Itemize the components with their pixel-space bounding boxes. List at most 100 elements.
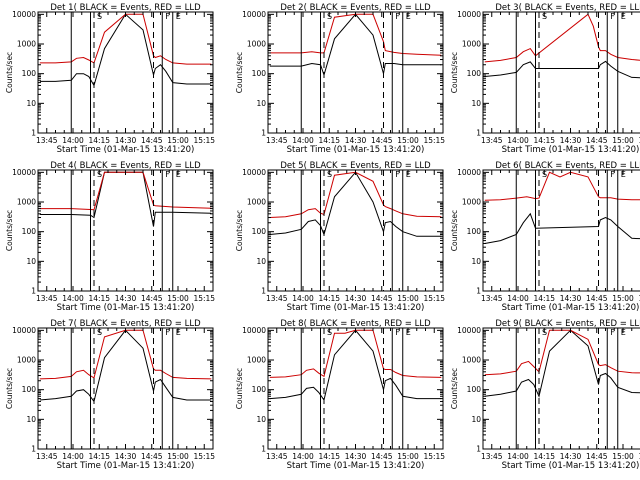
- x-tick-label: 14:30: [115, 136, 137, 145]
- series-line-lld: [269, 171, 442, 218]
- y-axis-label: Counts/sec: [450, 52, 459, 93]
- marker-glyph: F: [165, 328, 170, 337]
- x-tick-label: 14:45: [371, 294, 393, 303]
- x-tick-label: 15:00: [612, 136, 634, 145]
- y-tick-label: 10: [256, 99, 266, 108]
- series-line-lld: [39, 329, 212, 380]
- chart-panel: SFE11010010001000013:4514:0014:1514:3014…: [5, 161, 215, 313]
- chart-title: Det 7( BLACK = Events, RED = LLD: [50, 319, 201, 329]
- x-tick-label: 14:15: [88, 452, 110, 461]
- series-line-events: [269, 13, 442, 77]
- chart-panel: SFE11010010001000013:4514:0014:1514:3014…: [450, 3, 640, 155]
- y-tick-label: 1: [31, 287, 36, 296]
- series-line-events: [484, 212, 640, 244]
- x-tick-label: 13:45: [481, 452, 503, 461]
- chart-panel: SFE11010010001000013:4514:0014:1514:3014…: [235, 319, 445, 471]
- x-tick-label: 13:45: [266, 452, 288, 461]
- y-tick-label: 100: [22, 227, 37, 236]
- y-tick-label: 1000: [17, 40, 36, 49]
- y-tick-label: 100: [467, 69, 482, 78]
- y-tick-label: 10: [26, 257, 36, 266]
- y-tick-label: 1: [261, 129, 266, 138]
- x-tick-label: 15:00: [397, 452, 419, 461]
- y-axis-label: Counts/sec: [450, 210, 459, 251]
- y-axis-label: Counts/sec: [5, 52, 14, 93]
- x-tick-label: 14:00: [507, 452, 529, 461]
- chart-title: Det 5( BLACK = Events, RED = LLD: [280, 161, 431, 171]
- x-tick-label: 14:45: [141, 136, 163, 145]
- y-tick-label: 10000: [457, 326, 481, 335]
- y-axis-label: Counts/sec: [450, 368, 459, 409]
- plot-frame: [482, 169, 640, 292]
- series-line-events: [484, 329, 640, 398]
- series-line-events: [484, 60, 640, 79]
- y-tick-label: 10000: [12, 326, 36, 335]
- chart-title: Det 6( BLACK = Events, RED = LLD: [495, 161, 640, 171]
- chart-title: Det 4( BLACK = Events, RED = LLD: [50, 161, 201, 171]
- x-tick-label: 15:15: [193, 294, 215, 303]
- y-tick-label: 1000: [247, 198, 266, 207]
- plot-frame: [267, 327, 444, 450]
- marker-glyph: F: [395, 170, 400, 179]
- plot-frame: [37, 169, 214, 292]
- x-axis-label: Start Time (01-Mar-15 13:41:20): [502, 303, 640, 313]
- x-tick-label: 14:45: [371, 452, 393, 461]
- y-tick-label: 1000: [247, 40, 266, 49]
- x-axis-label: Start Time (01-Mar-15 13:41:20): [57, 461, 195, 471]
- x-tick-label: 14:30: [345, 294, 367, 303]
- y-tick-label: 1: [476, 445, 481, 454]
- y-tick-label: 10000: [457, 10, 481, 19]
- y-tick-label: 1000: [17, 198, 36, 207]
- y-tick-label: 1: [476, 129, 481, 138]
- x-tick-label: 14:15: [88, 136, 110, 145]
- x-tick-label: 14:30: [345, 136, 367, 145]
- y-tick-label: 10: [26, 99, 36, 108]
- x-tick-label: 15:00: [612, 294, 634, 303]
- x-axis-label: Start Time (01-Mar-15 13:41:20): [502, 461, 640, 471]
- marker-glyph: F: [610, 328, 615, 337]
- y-axis-label: Counts/sec: [5, 368, 14, 409]
- series-line-lld: [269, 13, 442, 56]
- y-tick-label: 1000: [247, 356, 266, 365]
- chart-panel: SFE11010010001000013:4514:0014:1514:3014…: [450, 161, 640, 313]
- x-axis-label: Start Time (01-Mar-15 13:41:20): [57, 145, 195, 155]
- x-tick-label: 15:15: [638, 294, 640, 303]
- x-tick-label: 15:15: [193, 452, 215, 461]
- marker-glyph: F: [395, 12, 400, 21]
- y-tick-label: 10000: [12, 10, 36, 19]
- x-axis-label: Start Time (01-Mar-15 13:41:20): [502, 145, 640, 155]
- y-tick-label: 100: [22, 385, 37, 394]
- x-tick-label: 13:45: [481, 294, 503, 303]
- x-tick-label: 15:15: [423, 452, 445, 461]
- y-axis-label: Counts/sec: [235, 368, 244, 409]
- x-tick-label: 14:45: [141, 452, 163, 461]
- x-axis-label: Start Time (01-Mar-15 13:41:20): [287, 303, 425, 313]
- x-tick-label: 15:15: [423, 294, 445, 303]
- marker-glyph: F: [165, 170, 170, 179]
- x-tick-label: 14:15: [318, 294, 340, 303]
- y-tick-label: 1000: [462, 40, 481, 49]
- y-tick-label: 10000: [242, 10, 266, 19]
- chart-panel: SFE11010010001000013:4514:0014:1514:3014…: [5, 3, 215, 155]
- x-tick-label: 14:00: [507, 136, 529, 145]
- x-tick-label: 14:15: [533, 294, 555, 303]
- x-tick-label: 14:30: [560, 452, 582, 461]
- y-tick-label: 1: [31, 129, 36, 138]
- x-tick-label: 14:15: [318, 452, 340, 461]
- x-tick-label: 14:15: [533, 452, 555, 461]
- x-tick-label: 15:00: [612, 452, 634, 461]
- plot-frame: [482, 327, 640, 450]
- x-axis-label: Start Time (01-Mar-15 13:41:20): [287, 145, 425, 155]
- y-tick-label: 1000: [462, 356, 481, 365]
- y-tick-label: 1: [476, 287, 481, 296]
- x-axis-label: Start Time (01-Mar-15 13:41:20): [57, 303, 195, 313]
- y-tick-label: 100: [252, 69, 267, 78]
- y-tick-label: 1000: [462, 198, 481, 207]
- x-tick-label: 14:30: [115, 452, 137, 461]
- x-tick-label: 15:00: [397, 294, 419, 303]
- series-line-lld: [39, 171, 212, 211]
- y-tick-label: 1: [31, 445, 36, 454]
- x-tick-label: 14:15: [88, 294, 110, 303]
- chart-panel: SFE11010010001000013:4514:0014:1514:3014…: [450, 319, 640, 471]
- y-tick-label: 100: [252, 385, 267, 394]
